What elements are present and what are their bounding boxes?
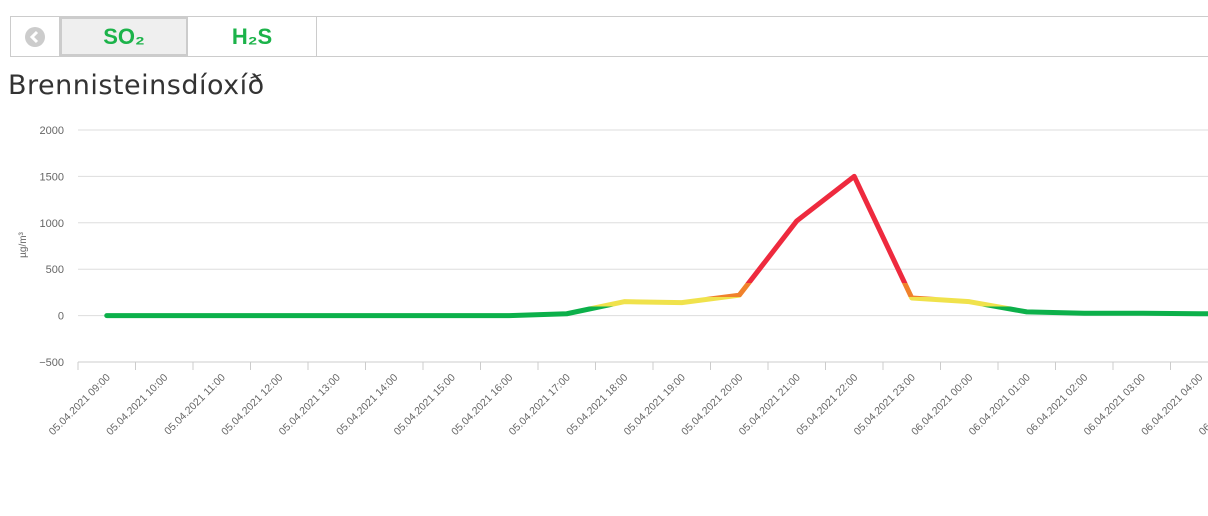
y-tick-label: 0	[58, 311, 64, 323]
x-tick-label: 06.04.2021 01:00	[967, 372, 1033, 438]
x-tick-label: 05.04.2021 14:00	[334, 372, 400, 438]
tab[interactable]: SO₂	[60, 17, 188, 56]
x-tick-label: 06.04.2021 02:00	[1024, 372, 1090, 438]
y-tick-label: −500	[39, 357, 64, 369]
x-tick-label: 05.04.2021 18:00	[564, 372, 630, 438]
y-tick-label: 2000	[40, 125, 64, 137]
y-axis-label: µg/m³	[18, 231, 29, 257]
y-tick-label: 500	[46, 264, 64, 276]
x-tick-label: 05.04.2021 22:00	[794, 372, 860, 438]
x-tick-label: 06.04.2021 04:00	[1139, 372, 1205, 438]
tab[interactable]: H₂S	[188, 17, 317, 56]
y-tick-label: 1500	[40, 171, 64, 183]
x-tick-label: 05.04.2021 23:00	[852, 372, 918, 438]
x-tick-label: 06.04.2021 00:00	[909, 372, 975, 438]
back-icon	[25, 26, 45, 47]
x-tick-label: 06.04.2021 03:00	[1082, 372, 1148, 438]
x-tick-label: 05.04.2021 12:00	[219, 372, 285, 438]
data-line	[104, 173, 1208, 319]
tab-bar: SO₂ H₂S	[10, 16, 1208, 57]
chart-title: Brennisteinsdíoxíð	[8, 70, 265, 101]
x-tick-label: 05.04.2021 11:00	[162, 372, 228, 438]
x-tick-label: 05.04.2021 17:00	[507, 372, 573, 438]
x-tick-label: 05.04.2021 09:00	[47, 372, 113, 438]
x-tick-label: 05.04.2021 16:00	[449, 372, 515, 438]
x-tick-label: 05.04.2021 10:00	[104, 372, 170, 438]
y-tick-label: 1000	[40, 218, 64, 230]
x-tick-label: 05.04.2021 15:00	[392, 372, 458, 438]
x-tick-label: 05.04.2021 21:00	[737, 372, 803, 438]
x-tick-label: 05.04.2021 20:00	[679, 372, 745, 438]
x-tick-label: 05.04.2021 13:00	[277, 372, 343, 438]
back-button[interactable]	[11, 17, 60, 56]
x-tick-label: 05.04.2021 19:00	[622, 372, 688, 438]
